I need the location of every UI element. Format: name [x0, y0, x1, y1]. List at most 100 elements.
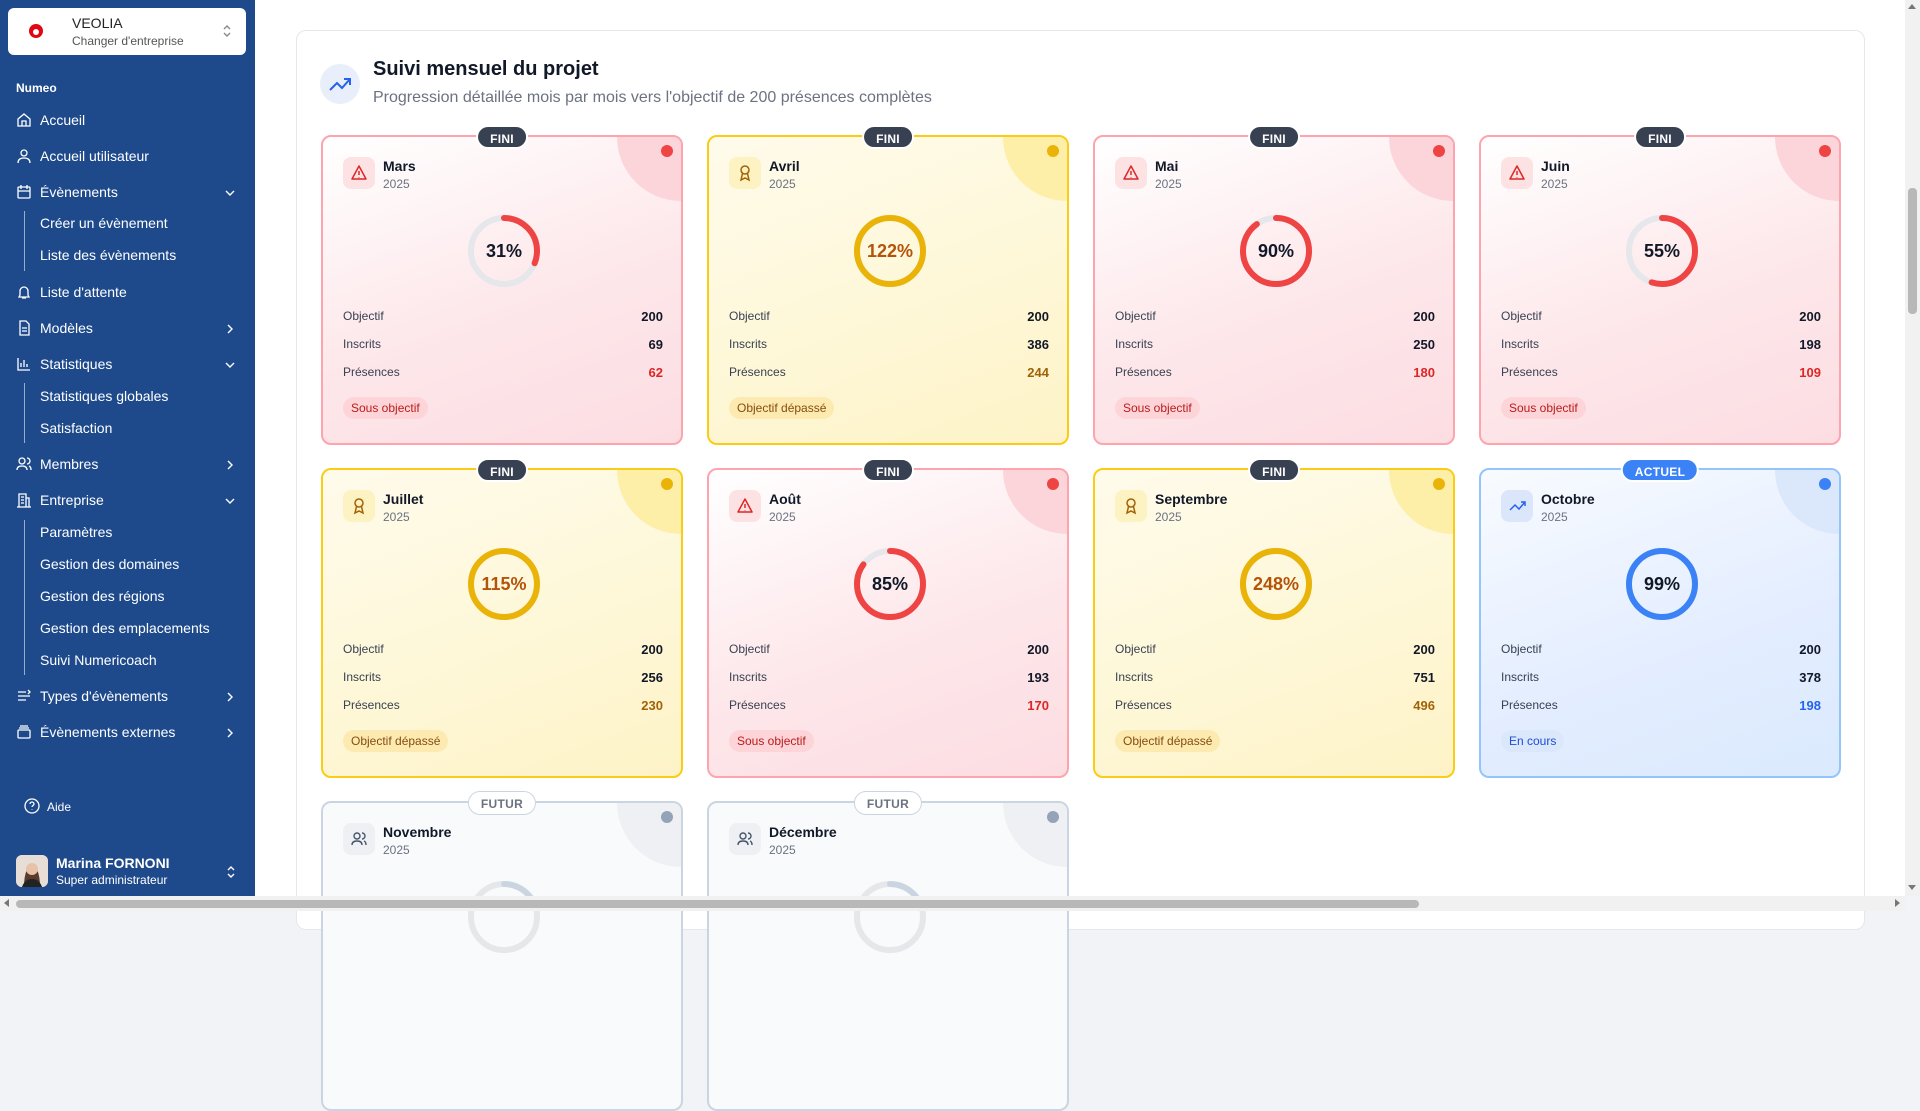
sidebar-item-membres[interactable]: Membres	[0, 449, 255, 479]
month-card: FINI Avril 2025 122% Objectif 200 Inscrits 386 P…	[707, 125, 1069, 445]
progress-percent: 90%	[1257, 241, 1295, 261]
stat-row-presences: Présences 244	[729, 365, 1049, 380]
status-dot	[661, 811, 673, 823]
month-year: 2025	[769, 177, 796, 191]
status-badge: En cours	[1501, 730, 1565, 752]
sidebar-subitem-satisfaction[interactable]: Satisfaction	[40, 420, 113, 436]
status-badge: Objectif dépassé	[343, 730, 449, 752]
stat-value: 198	[1799, 698, 1821, 713]
progress-percent: 55%	[1643, 241, 1681, 261]
sidebar-item-accueil[interactable]: Accueil	[0, 105, 255, 135]
sidebar-item-label: Accueil	[40, 112, 86, 128]
sidebar-subitem-parametres[interactable]: Paramètres	[40, 524, 113, 540]
period-badge: FINI	[1248, 458, 1300, 482]
status-dot	[1819, 145, 1831, 157]
help-circle-icon	[24, 798, 40, 814]
bell-icon	[17, 286, 31, 299]
chevron-right-icon	[227, 324, 233, 334]
company-switcher[interactable]: VEOLIA Changer d'entreprise	[8, 8, 246, 55]
alert-triangle-icon	[1115, 157, 1147, 189]
sidebar-item-entreprise[interactable]: Entreprise	[0, 485, 255, 515]
sidebar-item-evenements[interactable]: Évènements	[0, 177, 255, 207]
help-label: Aide	[47, 800, 72, 814]
stat-row-objectif: Objectif 200	[1501, 309, 1821, 324]
progress-ring	[466, 879, 542, 955]
user-icon	[17, 149, 31, 164]
sidebar-subitem-liste-evenements[interactable]: Liste des évènements	[40, 247, 177, 263]
status-dot	[1433, 478, 1445, 490]
trending-up-icon	[1501, 490, 1533, 522]
status-badge: Sous objectif	[1115, 397, 1200, 419]
progress-percent: 99%	[1643, 574, 1681, 594]
progress-percent: 31%	[485, 241, 523, 261]
horizontal-scrollbar-thumb[interactable]	[16, 900, 1419, 908]
sidebar-item-accueil-utilisateur[interactable]: Accueil utilisateur	[0, 141, 255, 171]
stat-value: 170	[1027, 698, 1049, 713]
status-dot	[1433, 145, 1445, 157]
stat-row-objectif: Objectif 200	[729, 642, 1049, 657]
progress-ring: 31%	[466, 213, 542, 289]
sidebar-item-statistiques[interactable]: Statistiques	[0, 349, 255, 379]
sidebar-subitem-gestion-emplacements[interactable]: Gestion des emplacements	[40, 620, 210, 636]
award-icon	[343, 490, 375, 522]
stat-value: 200	[1799, 642, 1821, 657]
page-subtitle: Progression détaillée mois par mois vers…	[373, 89, 932, 106]
stat-label: Présences	[1115, 365, 1172, 379]
stat-label: Objectif	[729, 642, 770, 656]
chevrons-up-down-icon	[223, 25, 231, 37]
stat-label: Objectif	[729, 309, 770, 323]
status-dot	[1047, 145, 1059, 157]
stat-value: 496	[1413, 698, 1435, 713]
sidebar-item-label: Entreprise	[40, 492, 104, 508]
stat-row-inscrits: Inscrits 69	[343, 337, 663, 352]
chevron-right-icon	[227, 728, 233, 738]
sidebar-subitem-suivi-numericoach[interactable]: Suivi Numericoach	[40, 652, 157, 668]
chevrons-up-down-icon	[227, 866, 235, 878]
month-name: Octobre	[1541, 491, 1595, 507]
stat-value: 200	[1027, 309, 1049, 324]
user-name: Marina FORNONI	[56, 855, 170, 871]
month-name: Avril	[769, 158, 800, 174]
month-card: FUTUR Décembre 2025	[707, 791, 1069, 1111]
sidebar-item-liste-attente[interactable]: Liste d'attente	[0, 277, 255, 307]
month-year: 2025	[1541, 510, 1568, 524]
month-card: FUTUR Novembre 2025	[321, 791, 683, 1111]
vertical-scrollbar[interactable]	[1905, 0, 1920, 896]
home-icon	[17, 113, 31, 127]
month-card: FINI Mai 2025 90% Objectif 200 Inscrits 250 Prés…	[1093, 125, 1455, 445]
period-badge: FINI	[476, 125, 528, 149]
stat-value: 69	[648, 337, 663, 352]
sidebar-subitem-gestion-regions[interactable]: Gestion des régions	[40, 588, 165, 604]
stat-label: Objectif	[1115, 309, 1156, 323]
stat-row-presences: Présences 496	[1115, 698, 1435, 713]
status-badge: Sous objectif	[729, 730, 814, 752]
chevron-down-icon	[225, 190, 235, 196]
month-name: Décembre	[769, 824, 837, 840]
stat-value: 200	[1799, 309, 1821, 324]
stat-row-inscrits: Inscrits 193	[729, 670, 1049, 685]
period-badge: FUTUR	[467, 791, 537, 815]
stat-row-objectif: Objectif 200	[729, 309, 1049, 324]
month-name: Novembre	[383, 824, 452, 840]
stat-value: 378	[1799, 670, 1821, 685]
month-name: Septembre	[1155, 491, 1228, 507]
horizontal-scrollbar[interactable]	[0, 896, 1905, 911]
stat-row-inscrits: Inscrits 250	[1115, 337, 1435, 352]
stat-value: 109	[1799, 365, 1821, 380]
progress-ring: 90%	[1238, 213, 1314, 289]
sidebar-item-types-evenements[interactable]: Types d'évènements	[0, 681, 255, 711]
sidebar-item-evenements-externes[interactable]: Évènements externes	[0, 717, 255, 747]
user-menu[interactable]: Marina FORNONI Super administrateur	[16, 855, 246, 889]
month-year: 2025	[769, 510, 796, 524]
stat-row-presences: Présences 170	[729, 698, 1049, 713]
sidebar-subitem-gestion-domaines[interactable]: Gestion des domaines	[40, 556, 180, 572]
alert-triangle-icon	[343, 157, 375, 189]
sidebar-item-modeles[interactable]: Modèles	[0, 313, 255, 343]
vertical-scrollbar-thumb[interactable]	[1908, 188, 1917, 314]
sidebar-subitem-statistiques-globales[interactable]: Statistiques globales	[40, 388, 169, 404]
sidebar-subitem-creer-evenement[interactable]: Créer un évènement	[40, 215, 168, 231]
stat-label: Inscrits	[729, 337, 768, 351]
stat-label: Inscrits	[1501, 337, 1540, 351]
stat-row-presences: Présences 180	[1115, 365, 1435, 380]
company-name: VEOLIA	[72, 15, 123, 31]
